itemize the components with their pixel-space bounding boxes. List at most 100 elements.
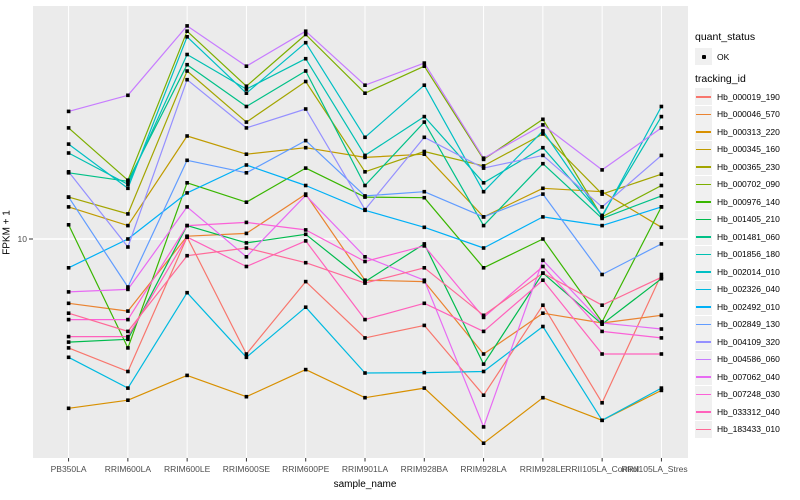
data-point	[244, 264, 249, 269]
legend-key-box	[695, 210, 712, 228]
data-point	[126, 245, 130, 249]
legend-item-Hb_007062_040[interactable]: Hb_007062_040	[695, 368, 780, 386]
data-point	[422, 225, 427, 230]
legend-item-Hb_000976_140[interactable]: Hb_000976_140	[695, 193, 780, 211]
data-point	[363, 207, 367, 212]
x-tick-label: RRII105LA_Control	[565, 464, 639, 474]
data-point	[303, 69, 308, 73]
legend-item-Hb_007248_030[interactable]: Hb_007248_030	[695, 385, 780, 404]
data-point	[422, 386, 427, 390]
point-icon	[701, 54, 706, 59]
data-point	[66, 317, 71, 322]
legend-item-label: Hb_001481_060	[717, 231, 780, 242]
legend-item-Hb_000046_570[interactable]: Hb_000046_570	[695, 105, 780, 124]
data-point	[481, 362, 486, 366]
line-swatch-icon	[696, 376, 711, 378]
data-point	[363, 255, 367, 259]
data-point	[659, 275, 664, 280]
legend-item-Hb_002492_010[interactable]: Hb_002492_010	[695, 298, 780, 316]
legend-item-Hb_001856_180[interactable]: Hb_001856_180	[695, 245, 780, 264]
legend-item-label: Hb_033312_040	[717, 406, 780, 417]
legend-item-Hb_033312_040[interactable]: Hb_033312_040	[695, 403, 780, 421]
data-point	[363, 371, 367, 375]
data-point	[126, 329, 130, 334]
data-point	[422, 370, 427, 375]
data-point	[303, 305, 308, 309]
data-point	[422, 266, 427, 270]
legend-item-Hb_004586_060[interactable]: Hb_004586_060	[695, 350, 780, 369]
legend-item-Hb_004109_320[interactable]: Hb_004109_320	[695, 333, 780, 351]
data-point	[126, 334, 130, 339]
data-point	[185, 191, 189, 195]
data-point	[126, 317, 130, 322]
line-swatch-icon	[696, 148, 711, 151]
legend-item-Hb_002014_010[interactable]: Hb_002014_010	[695, 263, 780, 281]
legend-item-Hb_002849_130[interactable]: Hb_002849_130	[695, 315, 780, 334]
legend-key-box	[695, 123, 712, 141]
legend-item-label: Hb_000019_190	[717, 91, 780, 102]
data-point	[244, 84, 249, 88]
data-point	[126, 93, 130, 98]
legend-item-label: Hb_007062_040	[717, 371, 780, 382]
data-point	[659, 194, 664, 198]
legend-item-label: Hb_002326_040	[717, 284, 780, 295]
legend-item-Hb_000702_090[interactable]: Hb_000702_090	[695, 175, 780, 194]
data-point	[185, 134, 189, 138]
legend-item-label: Hb_000365_230	[717, 161, 780, 172]
data-point	[244, 171, 249, 175]
data-point	[126, 182, 130, 187]
data-point	[244, 241, 249, 245]
data-point	[659, 153, 664, 158]
data-point	[244, 64, 249, 68]
data-point	[244, 152, 249, 156]
data-point	[481, 329, 486, 334]
legend-item-Hb_000313_220[interactable]: Hb_000313_220	[695, 123, 780, 141]
legend-item-Hb_000019_190[interactable]: Hb_000019_190	[695, 88, 780, 106]
data-point	[244, 163, 249, 167]
legend-key-box	[695, 350, 712, 368]
data-point	[126, 186, 130, 191]
data-point	[126, 346, 130, 350]
data-point	[363, 155, 367, 160]
legend-key-box	[695, 228, 712, 246]
line-swatch-icon	[696, 323, 711, 326]
x-tick-label: RRIM600LE	[164, 464, 211, 474]
data-point	[481, 441, 486, 445]
data-point	[659, 126, 664, 130]
x-tick-label: RRIM901LA	[342, 464, 389, 474]
data-point	[363, 336, 367, 340]
data-point	[541, 271, 545, 275]
legend-key-box	[695, 298, 712, 316]
legend-item-label: Hb_000345_160	[717, 144, 780, 155]
legend-item-Hb_000345_160[interactable]: Hb_000345_160	[695, 140, 780, 159]
legend-key-box	[695, 368, 712, 386]
legend-key-box	[695, 403, 712, 421]
data-point	[185, 69, 189, 73]
data-point	[541, 145, 545, 150]
data-point	[541, 324, 545, 329]
data-point	[422, 301, 427, 306]
data-point	[481, 223, 486, 228]
data-point	[481, 164, 486, 168]
legend-item-Hb_183433_010[interactable]: Hb_183433_010	[695, 420, 780, 439]
data-point	[600, 352, 604, 356]
data-point	[66, 346, 71, 350]
data-point	[126, 369, 130, 374]
legend-item-Hb_001405_210[interactable]: Hb_001405_210	[695, 210, 780, 229]
data-point	[600, 401, 604, 405]
legend-item-Hb_002326_040[interactable]: Hb_002326_040	[695, 280, 780, 299]
data-point	[541, 278, 545, 282]
data-point	[363, 91, 367, 95]
line-swatch-icon	[696, 306, 711, 308]
legend-item-Hb_000365_230[interactable]: Hb_000365_230	[695, 158, 780, 176]
x-tick-label: RRII105LA_Stressed	[621, 464, 701, 474]
legend-key-box	[695, 140, 712, 158]
legend-item-label: OK	[717, 51, 730, 62]
legend-key-box	[695, 88, 712, 106]
data-point	[659, 272, 664, 277]
legend-item-ok[interactable]: OK	[695, 48, 729, 66]
legend-item-Hb_001481_060[interactable]: Hb_001481_060	[695, 228, 780, 246]
legend-key-box	[695, 315, 712, 333]
data-point	[126, 386, 130, 390]
